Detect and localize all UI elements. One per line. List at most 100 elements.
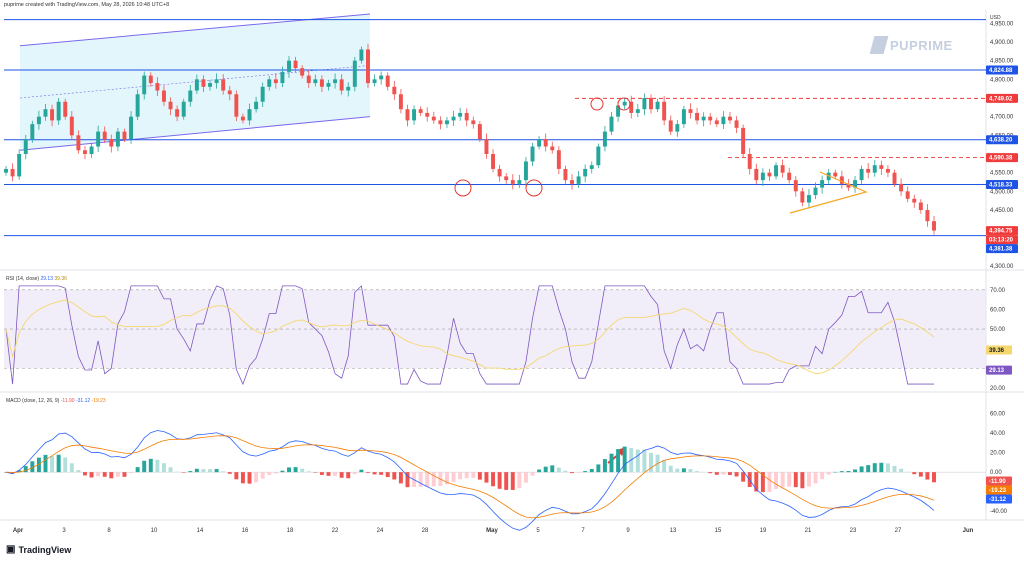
candle-body xyxy=(23,139,28,154)
macd-histogram-bar xyxy=(477,472,482,480)
price-tick-label: 4,850.00 xyxy=(990,59,1014,65)
macd-histogram-bar xyxy=(504,472,509,490)
macd-histogram-bar xyxy=(319,472,324,475)
watermark-text: PUPRIME xyxy=(890,37,953,53)
macd-histogram-bar xyxy=(431,472,436,487)
candle-body xyxy=(688,109,693,113)
macd-badge-text: -19.23 xyxy=(989,488,1007,494)
candle-body xyxy=(438,120,443,125)
candle-body xyxy=(642,98,647,110)
time-axis[interactable]: Apr 3 8 10 14 16 18 22 24 28 May 5 7 9 13 15 19 21 23 27 Jun xyxy=(13,528,974,534)
candle-body xyxy=(89,146,94,154)
time-tick-label: 5 xyxy=(536,528,540,534)
candle-body xyxy=(853,180,857,188)
macd-histogram-bar xyxy=(76,470,81,473)
macd-histogram-bar xyxy=(550,465,555,473)
candle-body xyxy=(63,101,68,117)
macd-histogram-bar xyxy=(517,472,522,489)
macd-histogram-bar xyxy=(583,471,588,473)
macd-histogram-bar xyxy=(635,449,640,473)
macd-histogram-bar xyxy=(168,467,173,473)
candle-body xyxy=(589,165,594,169)
candle-body xyxy=(866,168,871,173)
price-badge xyxy=(986,135,1018,145)
macd-histogram-bar xyxy=(616,449,621,473)
candle-body xyxy=(734,120,739,128)
macd-badge xyxy=(986,494,1012,504)
candle-body xyxy=(405,109,410,121)
macd-label: MACD (close, 12, 26, 9) xyxy=(6,398,60,404)
macd-histogram-bar xyxy=(260,472,265,479)
macd-histogram-bar xyxy=(227,472,232,474)
candle-body xyxy=(800,191,805,203)
candle-body xyxy=(912,198,917,203)
macd-histogram-bar xyxy=(398,472,403,484)
candle-body xyxy=(129,116,134,140)
candle-body xyxy=(721,116,726,125)
candle-body xyxy=(932,221,936,231)
macd-histogram-bar xyxy=(201,469,206,473)
macd-histogram-bar xyxy=(102,472,107,477)
macd-histogram-bar xyxy=(774,472,779,489)
macd-histogram-bar xyxy=(570,472,574,474)
macd-histogram-bar xyxy=(254,472,259,483)
time-tick-label: 18 xyxy=(287,528,294,534)
macd-histogram-bar xyxy=(273,472,278,474)
tradingview-footer[interactable]: ▣ TradingView xyxy=(6,544,71,555)
price-badge xyxy=(986,244,1018,254)
candle-body xyxy=(537,139,542,147)
macd-histogram-bar xyxy=(89,472,94,478)
candle-body xyxy=(510,180,515,184)
macd-histogram-bar xyxy=(181,472,186,473)
candle-body xyxy=(563,168,568,181)
macd-histogram-bar xyxy=(826,472,831,475)
rsi-ma-line xyxy=(5,299,935,374)
macd-histogram-bar xyxy=(780,472,785,488)
candle-body xyxy=(813,187,818,196)
candle-body xyxy=(596,146,601,166)
rsi-legend[interactable]: RSI (14, close) 29.13 39.36 xyxy=(6,276,67,282)
candle-body xyxy=(10,168,15,177)
candle-body xyxy=(227,90,232,95)
chart-annotations[interactable] xyxy=(454,97,868,464)
macd-histogram-bar xyxy=(668,465,673,473)
candle-body xyxy=(774,165,779,177)
candle-body xyxy=(629,101,634,113)
macd-histogram-bar xyxy=(214,469,219,473)
puprime-logo-icon xyxy=(869,36,889,54)
macd-histogram-bar xyxy=(721,472,726,475)
candle-body xyxy=(583,168,588,177)
time-tick-label: Jun xyxy=(963,528,974,534)
price-tick-label: 4,900.00 xyxy=(990,40,1014,46)
macd-tick-label: 40.00 xyxy=(990,431,1006,437)
macd-histogram-bar xyxy=(188,471,193,473)
macd-histogram-bar xyxy=(425,472,430,487)
candle-body xyxy=(155,83,160,91)
macd-histogram-bar xyxy=(359,469,364,473)
macd-legend[interactable]: MACD (close, 12, 26, 9) -11.90 -31.12 -1… xyxy=(6,398,106,404)
candle-body xyxy=(4,168,8,173)
macd-histogram-bar xyxy=(221,471,226,473)
candle-body xyxy=(451,116,456,121)
macd-histogram-bar xyxy=(563,470,568,473)
candle-body xyxy=(201,79,206,87)
macd-histogram-bar xyxy=(491,472,496,487)
candle-body xyxy=(760,172,765,181)
price-tick-label: 4,800.00 xyxy=(990,77,1014,83)
macd-histogram-bar xyxy=(175,471,180,473)
price-tick-label: 4,450.00 xyxy=(990,208,1014,214)
macd-histogram-bar xyxy=(385,472,390,477)
macd-tick-label: 0.00 xyxy=(990,470,1002,476)
macd-histogram-bar xyxy=(17,470,22,473)
candle-body xyxy=(161,90,166,102)
price-badge-text: 4,518.33 xyxy=(989,182,1013,188)
macd-histogram-bar xyxy=(859,466,864,473)
time-tick-label: 16 xyxy=(242,528,249,534)
macd-histogram-bar xyxy=(905,471,910,473)
macd-histogram-bar xyxy=(333,472,338,476)
price-badge xyxy=(986,235,1018,245)
macd-histogram-bar xyxy=(899,468,904,473)
candle-body xyxy=(425,112,430,117)
